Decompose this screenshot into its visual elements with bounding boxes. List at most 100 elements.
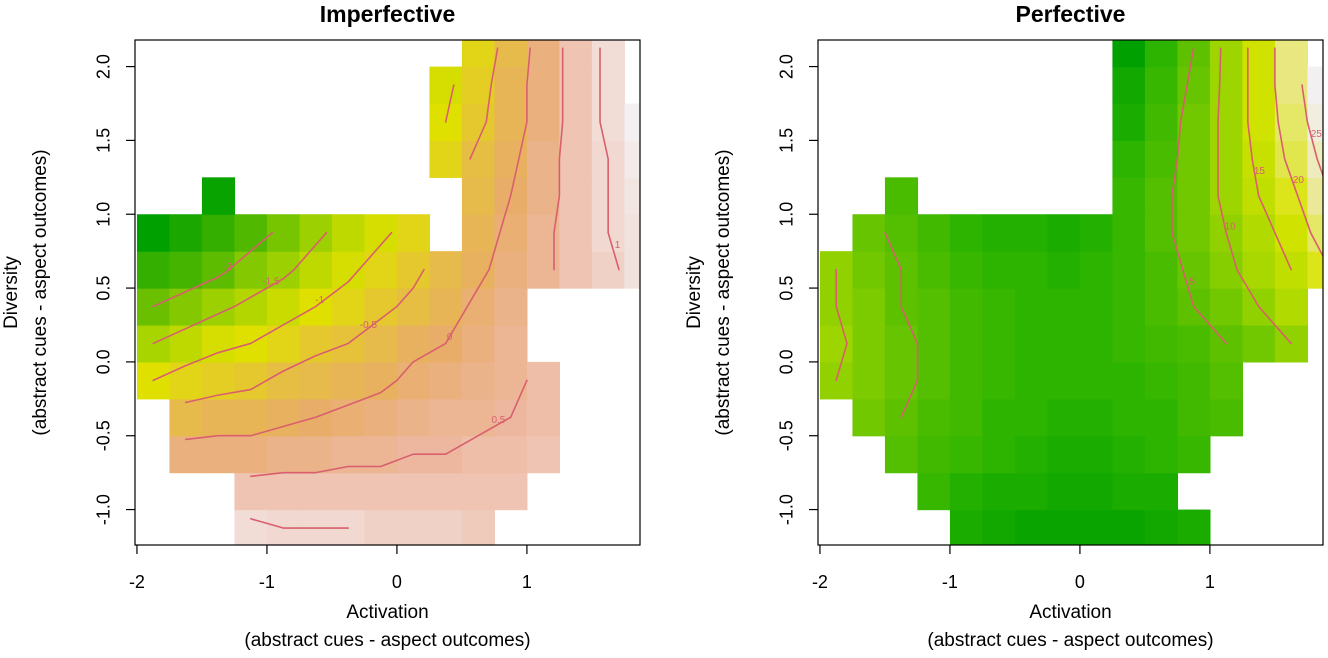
heat-cell [1209,40,1244,68]
heat-cell [1047,251,1081,289]
contour-line [152,84,455,382]
heat-cell [429,509,463,545]
heat-cell [526,214,561,252]
heat-cell [1209,177,1244,215]
heat-cell [1014,435,1049,474]
heat-cell [1177,435,1211,474]
heat-cell [852,288,886,326]
heat-cell [819,324,854,363]
heat-cell [396,472,431,511]
heat-cell [494,251,528,289]
plot-frame [134,39,641,546]
heat-cell [364,472,398,511]
heat-cell [526,140,561,178]
heat-cell [526,40,561,68]
heat-cell [624,214,640,252]
heat-cell [299,472,333,511]
heat-cell [1112,288,1146,326]
heat-cell [1274,66,1309,105]
heat-cell [1209,361,1244,400]
heat-cell [949,435,984,474]
heat-cell [917,398,951,437]
heat-cell [234,288,268,326]
heat-cell [949,361,984,400]
heat-cell [526,66,561,105]
heat-cell [559,214,593,252]
plot-area: -2 -1.5 -1 -0.5 0 0.5 1 [136,40,640,545]
heat-cell [364,361,398,400]
heat-cell [1209,288,1244,326]
heat-cell [982,361,1016,400]
heat-cell [624,140,640,178]
y-axis-label: Diversity [684,256,705,329]
heat-cell [1242,214,1276,252]
heat-cell [1079,324,1114,363]
y-axis-label: (abstract cues - aspect outcomes) [713,149,734,435]
heat-cell [169,288,203,326]
y-tick-label: 2.0 [777,54,797,79]
heat-cell [1144,398,1179,437]
heat-cell [461,214,496,252]
contour-line [184,47,531,441]
heat-cell [1014,361,1049,400]
heat-cell [461,324,496,363]
heat-cell [949,288,984,326]
heat-cell [169,251,203,289]
heat-cell [1014,288,1049,326]
heat-cell [591,251,626,289]
y-tick-label: 0.5 [94,276,114,301]
heat-cell [299,435,333,474]
heat-cell [1112,66,1146,105]
y-tick-label: -0.5 [94,420,114,451]
heat-cell [624,103,640,142]
heat-cell [1307,177,1323,215]
heat-cell [526,361,561,400]
heat-cell [429,140,463,178]
heat-cell [364,435,398,474]
heat-cell [624,177,640,215]
contour-line [835,47,1292,382]
heat-cell [852,361,886,400]
heat-cell [494,472,528,511]
heat-cell [917,361,951,400]
heat-cell [234,398,268,437]
heat-cell [1079,288,1114,326]
x-axis-label: (abstract cues - aspect outcomes) [244,630,530,651]
heat-cell [1112,509,1146,545]
heat-cell [526,103,561,142]
heat-cell [982,214,1016,252]
heat-cell [1014,214,1049,252]
heat-cell [396,509,431,545]
contour-label: -2 [223,262,232,273]
heat-cell [1144,472,1179,511]
heat-cell [266,361,301,400]
heat-cell [331,361,366,400]
heat-cell [266,288,301,326]
heat-cell [917,214,951,252]
heat-cell [169,435,203,474]
heat-cell [1112,435,1146,474]
heat-cell [1177,140,1211,178]
contour-label: 0 [447,332,453,343]
heat-cell [982,288,1016,326]
plot-area: 5 10 15 20 25 [819,40,1323,545]
y-tick-label: 2.0 [94,54,114,79]
y-tick-label: -1.0 [777,494,797,525]
heat-cell [396,324,431,363]
heat-cell [169,324,203,363]
heat-cell [1144,214,1179,252]
heat-cell [396,398,431,437]
heat-cell [169,361,203,400]
heat-cell [1177,177,1211,215]
heat-cell [917,324,951,363]
contour-line [152,231,328,345]
heat-cell [917,288,951,326]
heat-cell [917,472,951,511]
heat-cell [429,288,463,326]
heat-cell [1209,66,1244,105]
heat-cell [1177,324,1211,363]
contour-line [1274,47,1323,258]
heat-cell [461,398,496,437]
x-tick-label: 1 [1205,572,1215,592]
heat-cell [559,40,593,68]
